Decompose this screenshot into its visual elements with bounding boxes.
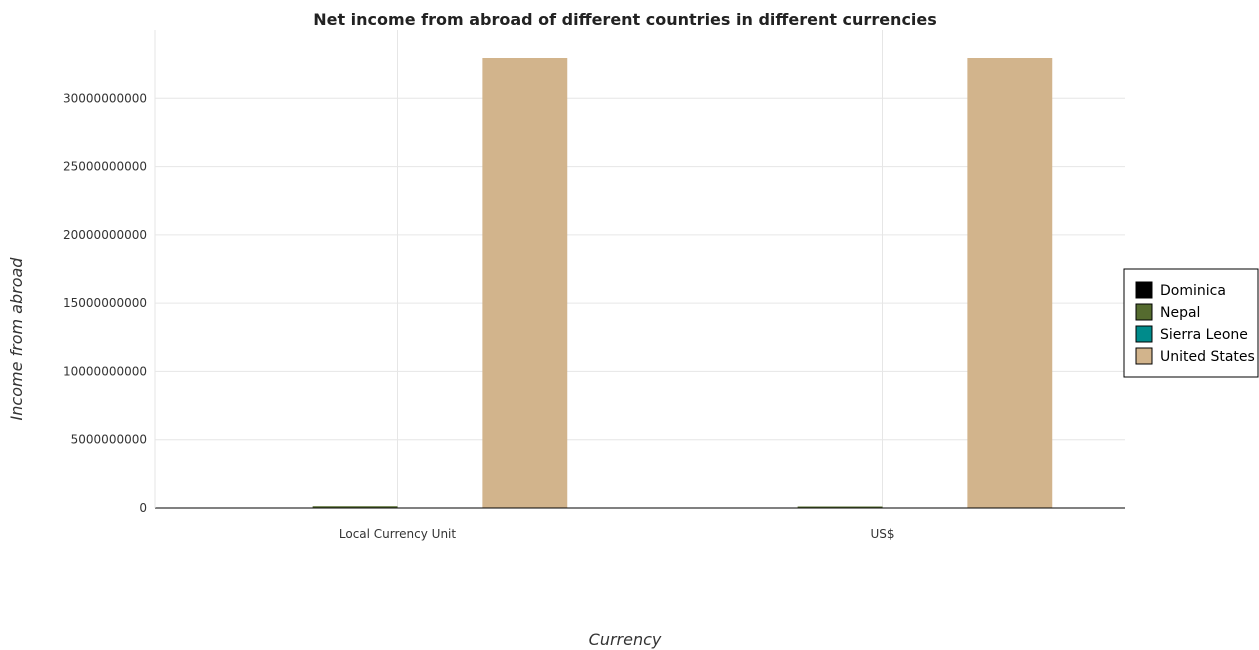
legend-label: Dominica — [1160, 283, 1226, 299]
legend: Dominica Nepal Sierra Leone United States — [1123, 268, 1259, 378]
axes — [154, 30, 1125, 509]
legend-swatch — [1135, 303, 1153, 321]
y-tick-label: 20000000000 — [63, 228, 147, 242]
legend-label: Sierra Leone — [1160, 327, 1248, 343]
chart-title: Net income from abroad of different coun… — [313, 10, 937, 29]
x-tick-labels: Local Currency Unit US$ — [339, 527, 895, 541]
legend-swatch — [1135, 325, 1153, 343]
y-tick-label: 5000000000 — [71, 433, 147, 447]
bar-nepal — [797, 506, 883, 508]
y-axis-title: Income from abroad — [7, 257, 26, 421]
y-tick-label: 0 — [139, 501, 147, 515]
legend-label: United States — [1160, 349, 1255, 365]
y-tick-labels: 0 5000000000 10000000000 15000000000 2000000… — [63, 91, 147, 515]
x-axis-title: Currency — [589, 630, 662, 649]
legend-swatch — [1135, 347, 1153, 365]
bar-united-states — [482, 57, 568, 509]
x-tick-label: US$ — [870, 527, 894, 541]
legend-label: Nepal — [1160, 305, 1200, 321]
x-tick-label: Local Currency Unit — [339, 527, 457, 541]
y-tick-label: 25000000000 — [63, 160, 147, 174]
bar-united-states — [967, 57, 1053, 509]
y-tick-label: 10000000000 — [63, 364, 147, 378]
grid — [155, 30, 1125, 509]
y-tick-label: 30000000000 — [63, 91, 147, 105]
legend-swatch — [1135, 281, 1153, 299]
bar-nepal — [312, 506, 398, 508]
y-tick-label: 15000000000 — [63, 296, 147, 310]
bars — [312, 57, 1053, 509]
